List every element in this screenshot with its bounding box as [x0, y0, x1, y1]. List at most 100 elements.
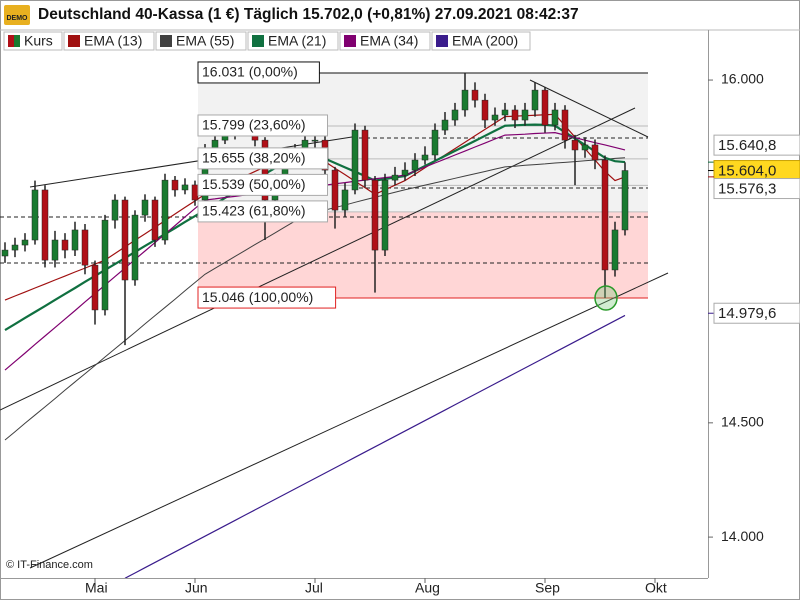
candle-body — [41, 189, 49, 261]
fib-label: 15.423 (61,80%) — [202, 203, 306, 219]
highlight-ellipse — [594, 285, 618, 311]
price-label: 15.604,0 — [718, 163, 776, 180]
legend-box — [431, 31, 531, 51]
fib-label-box — [197, 173, 328, 196]
legend-box — [63, 31, 155, 51]
candle-body — [501, 109, 509, 116]
legend-label: EMA (34) — [360, 33, 418, 49]
legend-label: EMA (55) — [176, 33, 234, 49]
fib-label-box — [197, 147, 328, 170]
candle-body — [621, 170, 629, 231]
price-label-box — [713, 134, 800, 156]
legend-swatch — [252, 35, 264, 47]
candle-body — [581, 144, 589, 151]
fib-zone — [198, 211, 648, 299]
x-tick-label: Sep — [535, 580, 560, 596]
candle-body — [361, 129, 369, 181]
candle-body — [521, 109, 529, 121]
candle-body — [1, 249, 9, 257]
x-tick-label: Jul — [305, 580, 323, 596]
legend-swatch — [160, 35, 172, 47]
fibonacci-labels: 16.031 (0,00%) 15.799 (23,60%) 15.655 (38,… — [197, 61, 337, 309]
watermark: © IT-Finance.com — [6, 559, 93, 571]
candle-body — [261, 139, 269, 201]
candle-body — [381, 179, 389, 251]
price-label: 15.576,3 — [718, 181, 776, 198]
legend-label: EMA (13) — [84, 33, 142, 49]
fib-label: 15.046 (100,00%) — [202, 289, 313, 305]
y-tick-label: 16.000 — [721, 71, 764, 87]
y-tick-label: 14.500 — [721, 414, 764, 430]
trend-line — [529, 79, 649, 138]
candle-body — [151, 199, 159, 241]
candle-body — [101, 219, 109, 311]
candle-body — [431, 129, 439, 156]
candle-body — [471, 89, 479, 101]
candle-body — [371, 179, 379, 251]
trend-line — [0, 107, 636, 411]
candle-body — [511, 109, 519, 121]
legend-swatch — [8, 35, 14, 47]
candle-body — [191, 184, 199, 201]
x-tick-label: Mai — [85, 580, 108, 596]
legend-box — [155, 31, 247, 51]
candle-body — [611, 229, 619, 271]
candle-body — [591, 144, 599, 161]
candle-body — [601, 159, 609, 271]
candle-body — [111, 199, 119, 221]
demo-icon: DEMO — [4, 5, 30, 25]
candle-body — [171, 179, 179, 191]
chart-title: Deutschland 40-Kassa (1 €) Täglich 15.70… — [38, 6, 579, 23]
candle-body — [161, 179, 169, 241]
candle-body — [91, 264, 99, 311]
candle-body — [351, 129, 359, 191]
candle-body — [551, 109, 559, 126]
price-label: 14.979,6 — [718, 305, 776, 322]
x-tick-label: Okt — [645, 580, 667, 596]
candle-body — [391, 174, 399, 181]
price-label-box — [713, 302, 800, 324]
legend-label: EMA (21) — [268, 33, 326, 49]
fib-label-box — [197, 200, 328, 223]
y-tick-label: 14.000 — [721, 528, 764, 544]
legend-box — [339, 31, 431, 51]
legend-swatch — [14, 35, 20, 47]
candle-body — [341, 189, 349, 211]
legend-swatch — [436, 35, 448, 47]
legend-box — [247, 31, 339, 51]
fib-label: 15.655 (38,20%) — [202, 150, 306, 166]
candle-body — [561, 109, 569, 141]
trend-line — [29, 272, 669, 569]
candle-body — [131, 214, 139, 281]
candle-body — [81, 229, 89, 266]
legend-swatch — [344, 35, 356, 47]
candle-body — [491, 114, 499, 121]
ema-line — [124, 314, 626, 578]
fib-label: 16.031 (0,00%) — [202, 64, 298, 80]
candle-body — [441, 119, 449, 131]
legend-swatch — [68, 35, 80, 47]
candle-body — [31, 189, 39, 241]
candle-body — [121, 199, 129, 281]
candle-body — [451, 109, 459, 121]
fib-label: 15.539 (50,00%) — [202, 176, 306, 192]
x-tick-label: Aug — [415, 580, 440, 596]
candle-body — [331, 169, 339, 211]
candle-body — [141, 199, 149, 216]
candle-body — [71, 229, 79, 251]
candle-body — [51, 239, 59, 261]
candle-body — [181, 184, 189, 191]
fib-label-box — [197, 114, 328, 137]
trend-line — [29, 136, 353, 188]
candle-body — [541, 89, 549, 126]
candle-body — [21, 239, 29, 246]
svg-text:DEMO: DEMO — [7, 15, 29, 22]
candle-body — [411, 159, 419, 171]
candle-body — [531, 89, 539, 111]
fib-label-box — [197, 61, 320, 84]
candle-body — [401, 169, 409, 176]
candle-body — [461, 89, 469, 111]
fib-label-box — [197, 286, 337, 309]
